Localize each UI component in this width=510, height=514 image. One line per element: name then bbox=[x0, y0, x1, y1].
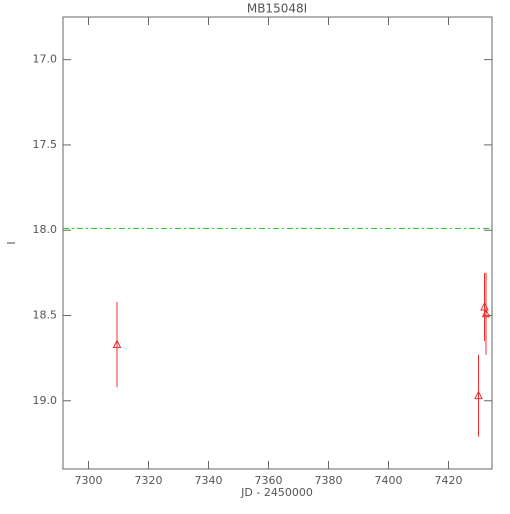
marker bbox=[112, 339, 122, 348]
y-axis-label: I bbox=[5, 241, 18, 244]
plot-frame bbox=[62, 16, 493, 470]
x-tick-label: 7400 bbox=[375, 474, 403, 487]
chart-title: MB15048I bbox=[247, 2, 307, 16]
x-tick-label: 7340 bbox=[195, 474, 223, 487]
y-tick-label: 17.0 bbox=[33, 53, 58, 66]
x-tick-label: 7300 bbox=[75, 474, 103, 487]
marker bbox=[474, 390, 483, 400]
y-tick-label: 17.5 bbox=[33, 138, 58, 151]
y-tick-label: 19.0 bbox=[33, 394, 58, 407]
x-axis-label: JD - 2450000 bbox=[240, 486, 313, 499]
x-tick-label: 7420 bbox=[435, 474, 463, 487]
x-tick-label: 7360 bbox=[255, 474, 283, 487]
marker bbox=[481, 308, 491, 318]
y-tick-label: 18.5 bbox=[33, 308, 58, 321]
x-tick-label: 7320 bbox=[135, 474, 163, 487]
x-tick-label: 7380 bbox=[315, 474, 343, 487]
y-tick-label: 18.0 bbox=[33, 223, 58, 236]
